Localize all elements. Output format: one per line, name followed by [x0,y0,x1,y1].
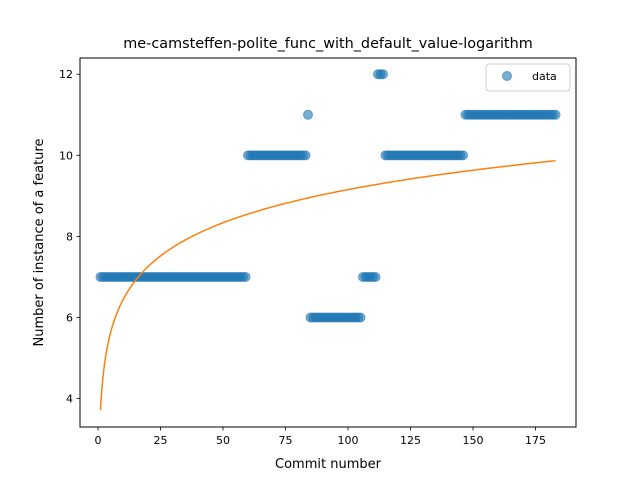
y-tick-label: 8 [66,230,73,243]
y-axis: 4 6 8 10 12 [59,68,80,406]
data-point [550,109,561,120]
x-tick-label: 100 [338,434,359,447]
fit-line [99,159,556,410]
x-tick-label: 125 [400,434,421,447]
plot-area [95,69,561,410]
data-point [378,69,388,80]
legend-label: data [532,70,557,83]
chart-title: me-camsteffen-polite_func_with_default_v… [123,36,532,52]
data-point [300,150,311,161]
y-tick-label: 4 [66,393,73,406]
x-tick-label: 75 [279,434,293,447]
plot-frame [79,57,577,428]
data-point [355,312,366,323]
data-point [303,109,313,120]
y-tick-label: 10 [59,149,73,162]
data-point [370,271,381,282]
x-axis: 0 25 50 75 100 125 150 175 [95,427,546,447]
x-tick-label: 175 [525,434,546,447]
data-point [458,150,468,161]
y-tick-label: 6 [66,312,73,325]
legend-box [485,63,571,92]
x-tick-label: 50 [216,434,230,447]
x-axis-label: Commit number [275,457,382,472]
legend: data [485,63,571,92]
x-tick-label: 25 [154,434,168,447]
x-tick-label: 0 [95,434,102,447]
x-tick-label: 150 [463,434,484,447]
y-tick-label: 12 [59,68,73,81]
y-axis-label: Number of instance of a feature [32,139,47,347]
data-point [240,271,251,282]
legend-marker-icon [502,71,512,81]
